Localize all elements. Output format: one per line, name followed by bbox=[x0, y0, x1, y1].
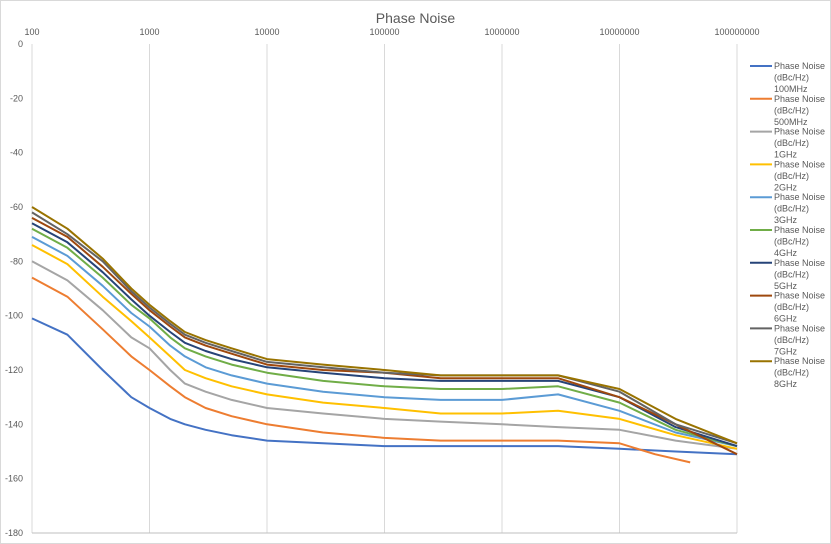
y-tick-label: -100 bbox=[5, 311, 23, 321]
y-tick-label: -20 bbox=[10, 93, 23, 103]
y-tick-label: -60 bbox=[10, 202, 23, 212]
series-line-2 bbox=[31, 276, 691, 464]
x-tick-label: 10000000 bbox=[599, 27, 639, 37]
x-tick-label: 1000000 bbox=[484, 27, 519, 37]
x-tick-label: 100 bbox=[24, 27, 39, 37]
x-tick-label: 1000 bbox=[139, 27, 159, 37]
x-tick-label: 10000 bbox=[254, 27, 279, 37]
legend-label: Phase Noise (dBc/Hz) 1GHz bbox=[774, 127, 825, 160]
x-tick-label: 100000 bbox=[369, 27, 399, 37]
y-tick-label: -140 bbox=[5, 419, 23, 429]
y-tick-label: -160 bbox=[5, 474, 23, 484]
legend-label: Phase Noise (dBc/Hz) 100MHz bbox=[774, 61, 825, 94]
series-line-1 bbox=[31, 317, 738, 456]
y-tick-label: 0 bbox=[18, 39, 23, 49]
y-tick-label: -120 bbox=[5, 365, 23, 375]
legend-label: Phase Noise (dBc/Hz) 8GHz bbox=[774, 356, 825, 389]
series-line-5 bbox=[31, 236, 738, 448]
series-line-6 bbox=[31, 227, 738, 448]
y-tick-label: -180 bbox=[5, 528, 23, 538]
legend-label: Phase Noise (dBc/Hz) 3GHz bbox=[774, 192, 825, 225]
x-tick-label: 100000000 bbox=[714, 27, 759, 37]
legend-label: Phase Noise (dBc/Hz) 5GHz bbox=[774, 258, 825, 291]
series-line-4 bbox=[31, 244, 738, 450]
series-line-10 bbox=[31, 206, 738, 445]
chart-title: Phase Noise bbox=[375, 10, 456, 26]
series-line-7 bbox=[31, 222, 738, 448]
legend-label: Phase Noise (dBc/Hz) 6GHz bbox=[774, 291, 825, 324]
series-line-8 bbox=[31, 217, 738, 456]
y-tick-label: -80 bbox=[10, 256, 23, 266]
series-line-3 bbox=[31, 260, 738, 450]
legend-label: Phase Noise (dBc/Hz) 4GHz bbox=[774, 225, 825, 258]
y-tick-label: -40 bbox=[10, 148, 23, 158]
legend-label: Phase Noise (dBc/Hz) 2GHz bbox=[774, 159, 825, 192]
legend-label: Phase Noise (dBc/Hz) 7GHz bbox=[774, 323, 825, 356]
legend-label: Phase Noise (dBc/Hz) 500MHz bbox=[774, 94, 825, 127]
